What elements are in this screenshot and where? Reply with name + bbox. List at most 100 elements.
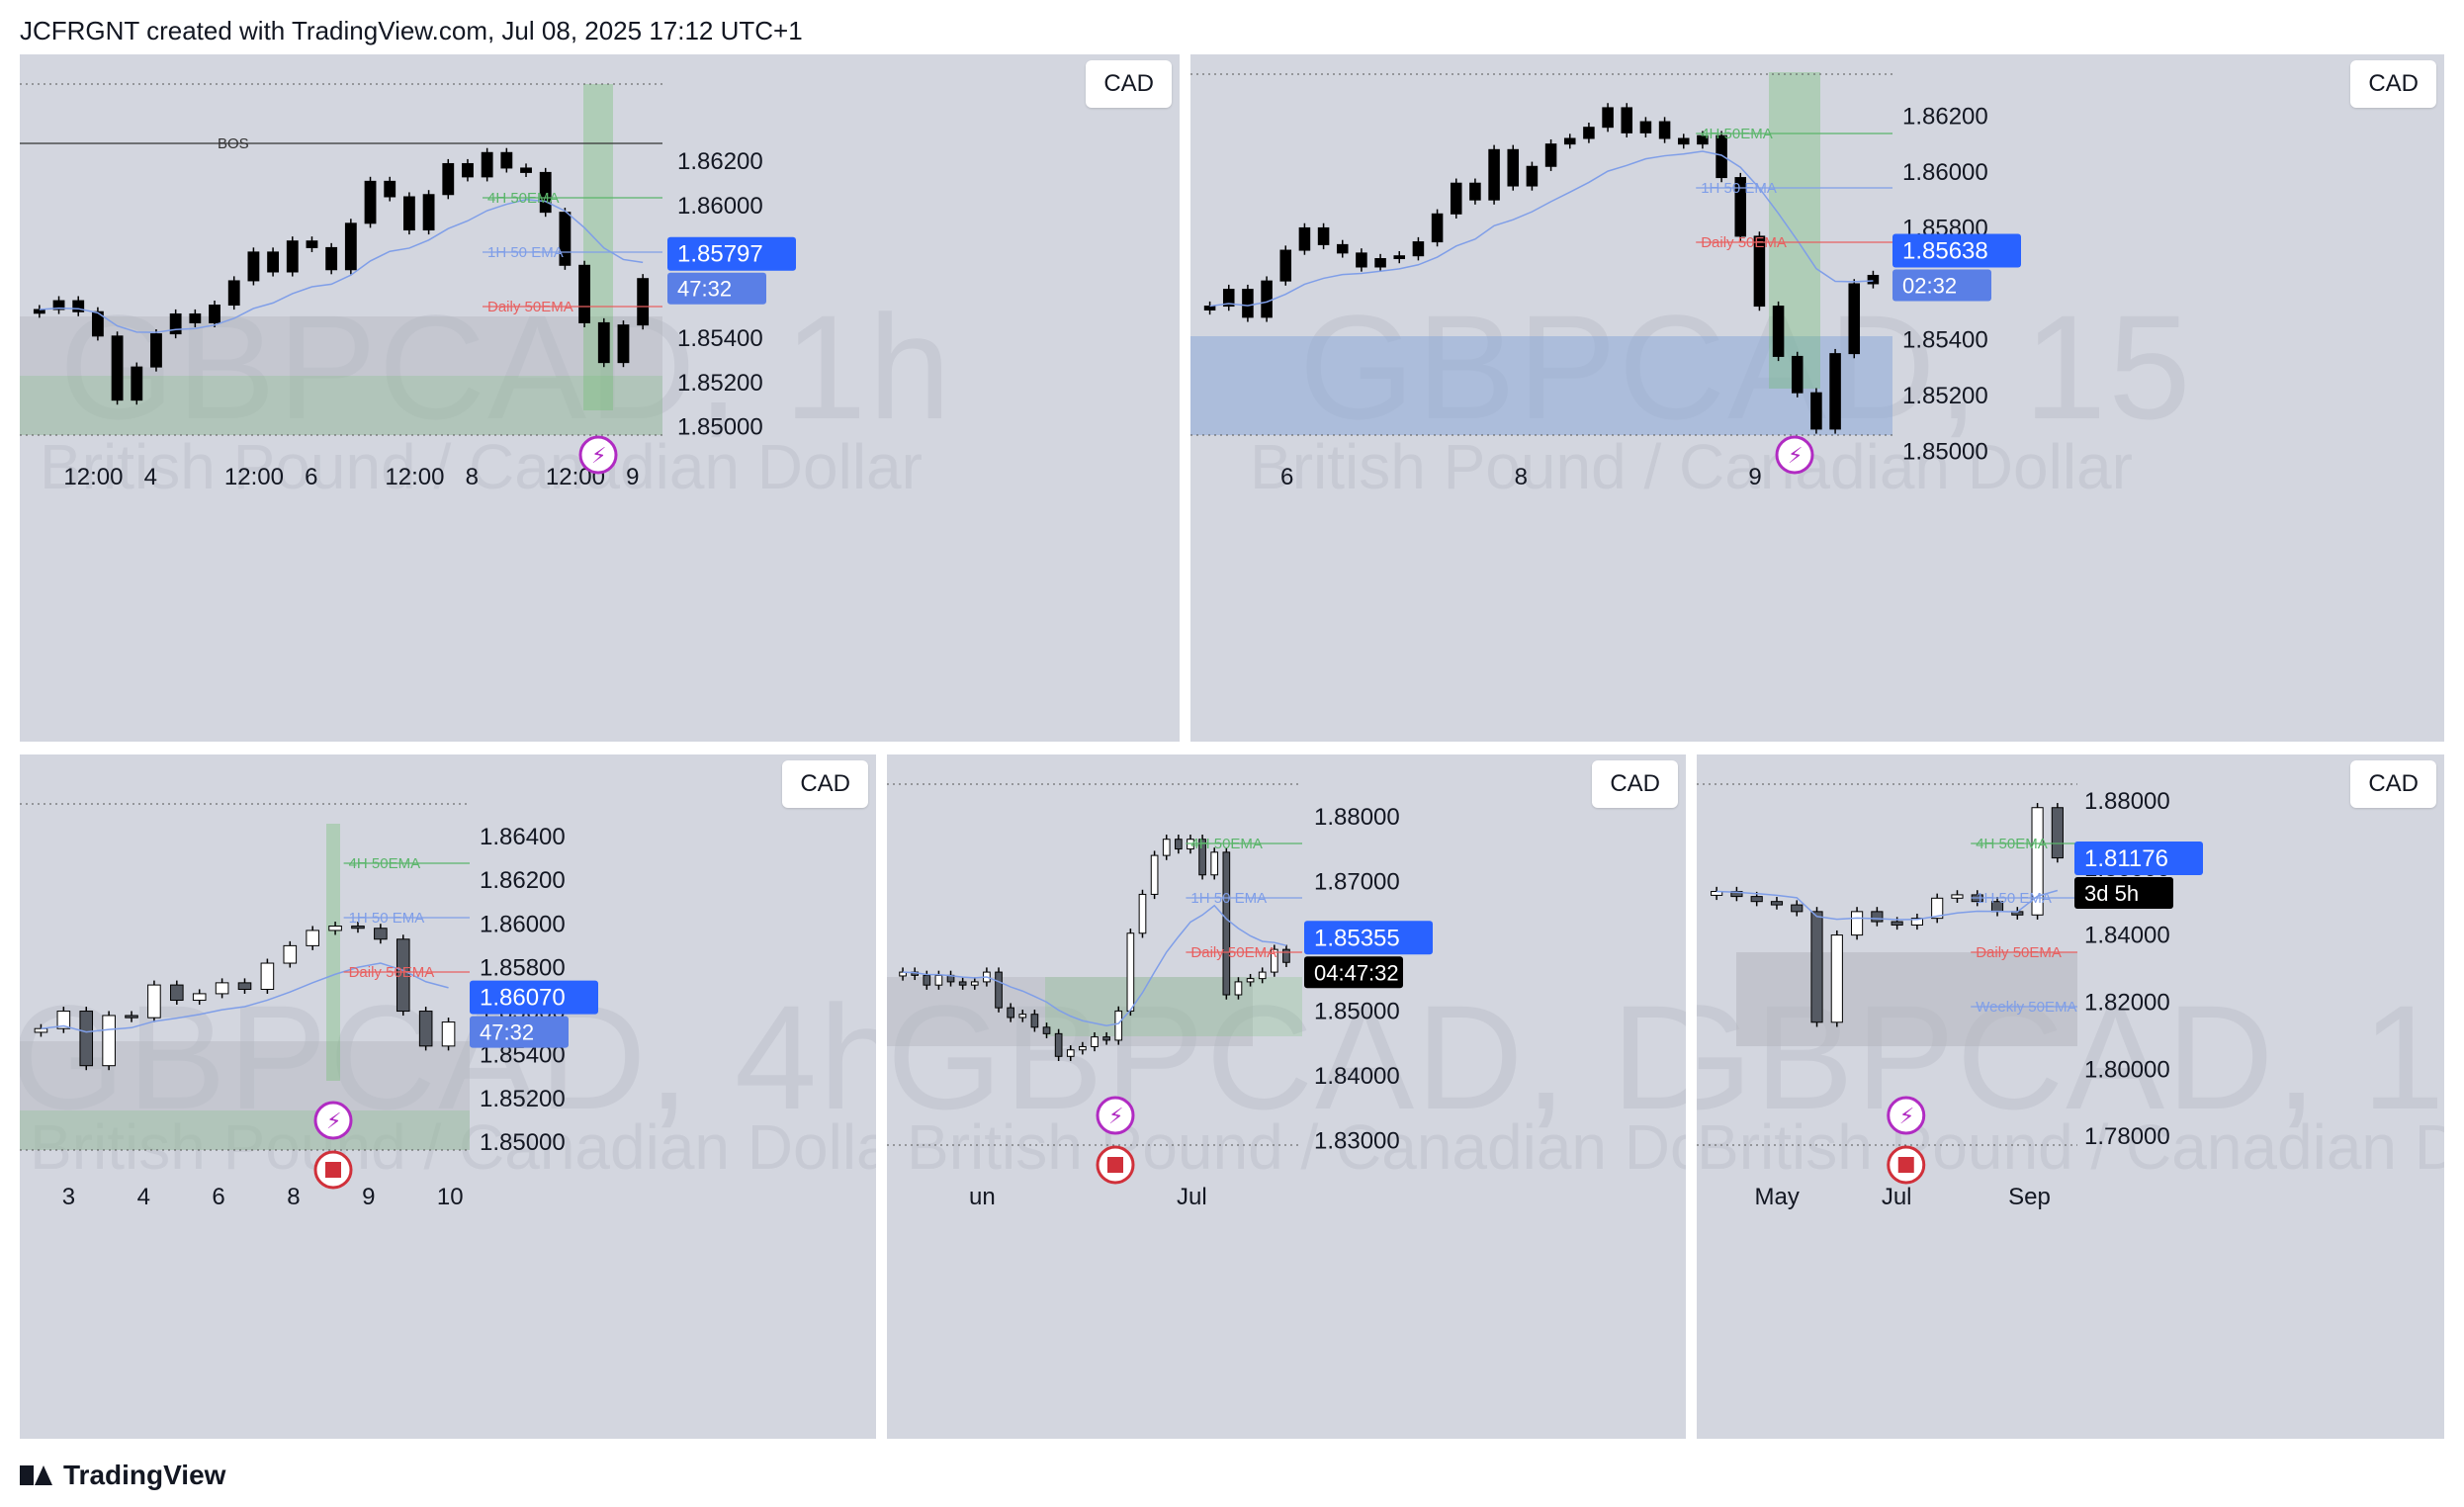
- x-tick-label: 6: [212, 1184, 224, 1210]
- candle-body: [1431, 213, 1444, 243]
- candle-body: [1810, 392, 1822, 430]
- zone-rect: [20, 376, 662, 435]
- candle-body: [215, 982, 229, 995]
- bolt-glyph: ⚡: [1788, 444, 1803, 469]
- bolt-glyph: ⚡: [591, 444, 606, 469]
- y-tick-label: 1.85000: [1902, 439, 1988, 466]
- candle-body: [286, 240, 299, 273]
- annotation-label: 4H 50EMA: [349, 855, 421, 872]
- candle-body: [34, 1027, 48, 1033]
- candle-body: [559, 212, 572, 266]
- candle-body: [1091, 1036, 1099, 1047]
- candle-body: [1042, 1026, 1051, 1034]
- x-tick-label: un: [969, 1184, 996, 1210]
- candle-body: [578, 264, 591, 323]
- candle-body: [923, 974, 931, 986]
- price-tag-label: 1.85355: [1314, 925, 1400, 951]
- chart-panel-1h[interactable]: GBPCAD, 1h British Pound / Canadian Doll…: [20, 54, 1180, 742]
- y-tick-label: 1.84000: [2084, 923, 2170, 949]
- chart-panel-daily[interactable]: GBPCAD, D British Pound / Canadian Dolla…: [887, 754, 1686, 1439]
- annotation-label: 1H 50 EMA: [1701, 180, 1777, 197]
- candle-body: [500, 151, 513, 169]
- tradingview-icon: [20, 1463, 53, 1487]
- chart-panel-4h[interactable]: GBPCAD, 4h British Pound / Canadian Doll…: [20, 754, 876, 1439]
- watermark-name: British Pound / Canadian Dollar: [40, 431, 923, 502]
- candle-body: [237, 982, 252, 991]
- candle-body: [1261, 280, 1273, 318]
- candle-body: [1210, 851, 1219, 876]
- candle-body: [539, 171, 552, 214]
- x-tick-label: 8: [287, 1184, 300, 1210]
- candle-body: [418, 1011, 433, 1047]
- y-tick-label: 1.85000: [480, 1129, 566, 1156]
- candle-body: [520, 167, 532, 173]
- currency-label[interactable]: CAD: [782, 760, 868, 808]
- candle-body: [2051, 807, 2064, 859]
- candle-body: [1829, 353, 1841, 430]
- x-tick-label: 6: [305, 464, 317, 490]
- candle-body: [102, 1015, 116, 1067]
- candle-body: [1507, 148, 1520, 187]
- candle-body: [260, 962, 275, 991]
- candle-body: [1544, 143, 1557, 167]
- watermark-name: British Pound / Canadian Dollar: [907, 1111, 1686, 1183]
- chart-weekly-plot: 4H 50EMA 1H 50 EMA Daily 50EMA Weekly 50EMA…: [1697, 783, 2203, 1210]
- candle-body: [147, 984, 161, 1019]
- countdown-tag: [1304, 956, 1403, 989]
- y-tick-label: 1.86200: [1902, 103, 1988, 130]
- brand-name: TradingView: [63, 1460, 226, 1490]
- countdown-label: 04:47:32: [1314, 960, 1399, 985]
- candle-body: [209, 305, 220, 323]
- currency-label[interactable]: CAD: [2350, 760, 2436, 808]
- candle-body: [384, 180, 396, 198]
- candle-body: [396, 938, 410, 1013]
- watermark-name: British Pound / Canadian Dollar: [1250, 431, 2133, 502]
- x-tick-label: 3: [62, 1184, 75, 1210]
- chart-panel-15m[interactable]: GBPCAD, 15 British Pound / Canadian Doll…: [1190, 54, 2444, 742]
- annotation-label: Daily 50EMA: [1190, 944, 1276, 961]
- candle-body: [1412, 241, 1425, 257]
- y-tick-label: 1.85000: [1314, 998, 1400, 1024]
- candle-body: [169, 312, 182, 335]
- tradingview-logo[interactable]: TradingView: [20, 1460, 225, 1491]
- y-tick-label: 1.85200: [677, 370, 763, 397]
- candle-body: [79, 1011, 94, 1067]
- countdown-tag: [2074, 877, 2173, 909]
- currency-label[interactable]: CAD: [2350, 60, 2436, 108]
- candle-body: [192, 993, 207, 1002]
- candle-body: [328, 926, 342, 931]
- bolt-glyph: ⚡: [326, 1109, 341, 1134]
- watermark-name: British Pound / Canadian Dollar: [30, 1111, 876, 1183]
- candle-body: [1791, 355, 1804, 394]
- candle-body: [1102, 1036, 1110, 1041]
- candle-body: [462, 162, 474, 178]
- ema-line: [903, 904, 1287, 1027]
- candle-body: [1258, 971, 1267, 980]
- bolt-event-icon: [1096, 1096, 1135, 1135]
- candle-body: [1336, 243, 1349, 254]
- candle-body: [1851, 911, 1864, 936]
- candle-body: [1753, 235, 1766, 308]
- candle-body: [374, 928, 388, 940]
- x-tick-label: Jul: [1882, 1184, 1912, 1210]
- y-tick-label: 1.88000: [1314, 804, 1400, 831]
- x-tick-label: 12:00: [385, 464, 444, 490]
- zone-rect: [1045, 977, 1302, 1036]
- chart-15m-plot: 4H 50EMA 1H 50 EMA Daily 50EMA 1.86200 1.860…: [1190, 72, 2021, 490]
- candle-body: [1563, 137, 1576, 145]
- candle-body: [995, 971, 1003, 1009]
- candle-body: [1450, 182, 1462, 215]
- x-tick-label: 4: [144, 464, 157, 490]
- candle-body: [1066, 1049, 1075, 1057]
- watermark-pair: GBPCAD, D: [887, 974, 1686, 1140]
- x-tick-label: 12:00: [63, 464, 123, 490]
- candle-body: [481, 151, 493, 178]
- currency-label[interactable]: CAD: [1592, 760, 1678, 808]
- x-tick-label: 6: [1280, 464, 1293, 490]
- chart-panel-weekly[interactable]: GBPCAD, 1W British Pound / Canadian Doll…: [1697, 754, 2444, 1439]
- candle-body: [597, 321, 610, 364]
- currency-label[interactable]: CAD: [1086, 60, 1172, 108]
- bolt-event-icon: [1887, 1096, 1926, 1135]
- candle-body: [402, 196, 415, 231]
- candle-body: [1126, 932, 1135, 1012]
